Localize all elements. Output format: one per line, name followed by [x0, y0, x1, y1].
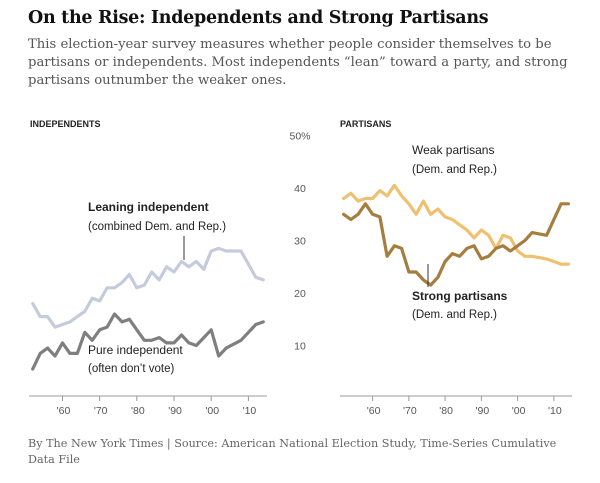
y-tick-label: 20	[294, 288, 306, 300]
y-tick-label: 50%	[289, 131, 310, 143]
series-label-weak-partisans: Weak partisans	[412, 143, 494, 157]
series-label-leaning-independent: Leaning independent	[88, 200, 209, 214]
x-tick-label: '80	[439, 405, 453, 417]
series-sublabel: (Dem. and Rep.)	[412, 164, 497, 176]
x-tick-label: '10	[548, 405, 562, 417]
series-label-strong-partisans: Strong partisans	[412, 289, 508, 303]
series-line-leaning-independent	[31, 246, 265, 329]
series-line-pure-independent	[31, 312, 265, 371]
panel-title-independents: INDEPENDENTS	[30, 119, 101, 129]
series-sublabel: (often don’t vote)	[88, 363, 174, 375]
x-tick-label: '90	[476, 405, 490, 417]
x-tick-label: '10	[243, 405, 257, 417]
panel-title-partisans: PARTISANS	[340, 119, 391, 129]
x-tick-label: '80	[131, 405, 145, 417]
x-tick-label: '00	[512, 405, 526, 417]
chart-subtitle: This election-year survey measures wheth…	[28, 37, 568, 88]
series-line-weak-partisans	[342, 183, 571, 266]
x-tick-label: '60	[367, 405, 381, 417]
x-tick-label: '70	[94, 405, 108, 417]
x-tick-label: '60	[57, 405, 71, 417]
series-sublabel: (Dem. and Rep.)	[412, 309, 497, 321]
source-credit: By The New York Times | Source: American…	[28, 437, 557, 466]
x-tick-label: '70	[403, 405, 417, 417]
y-tick-label: 40	[294, 183, 306, 195]
y-tick-label: 10	[294, 341, 306, 353]
series-line-strong-partisans	[342, 202, 571, 287]
y-tick-label: 30	[294, 236, 306, 248]
series-sublabel: (combined Dem. and Rep.)	[88, 221, 226, 233]
x-tick-label: '90	[168, 405, 182, 417]
chart-title: On the Rise: Independents and Strong Par…	[28, 8, 489, 28]
x-tick-label: '00	[205, 405, 219, 417]
series-label-pure-independent: Pure independent	[88, 343, 183, 357]
